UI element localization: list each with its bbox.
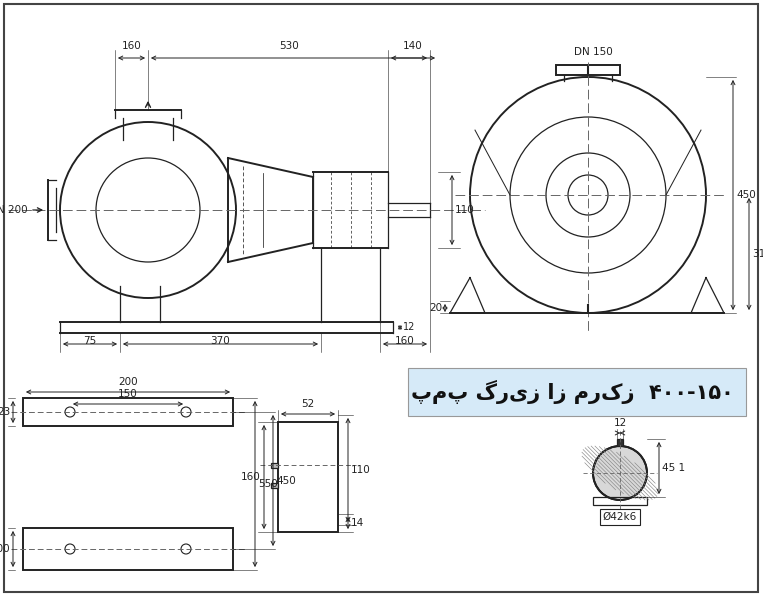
- Text: 530: 530: [279, 41, 299, 51]
- Bar: [271, 483, 278, 488]
- FancyBboxPatch shape: [408, 368, 746, 416]
- Text: 200: 200: [118, 377, 138, 387]
- Text: DN 200: DN 200: [0, 205, 28, 215]
- Text: 315: 315: [752, 249, 763, 259]
- Circle shape: [593, 446, 647, 500]
- Text: DN 150: DN 150: [574, 47, 613, 57]
- Text: پمپ گریز از مرکز  ۴۰۰-۱۵۰: پمپ گریز از مرکز ۴۰۰-۱۵۰: [411, 380, 734, 404]
- Text: 550: 550: [258, 479, 278, 489]
- Text: 160: 160: [395, 336, 415, 346]
- Bar: [23, 528, 233, 570]
- Text: 160: 160: [241, 472, 261, 482]
- Text: 370: 370: [211, 336, 230, 346]
- Text: 110: 110: [351, 465, 371, 475]
- Text: 23: 23: [0, 407, 10, 417]
- Text: 52: 52: [301, 399, 314, 409]
- Text: 140: 140: [403, 41, 423, 51]
- Bar: [556, 65, 620, 75]
- Bar: [593, 497, 647, 505]
- Bar: [271, 462, 278, 467]
- Text: 450: 450: [276, 476, 296, 486]
- Bar: [278, 422, 338, 532]
- Text: 75: 75: [83, 336, 97, 346]
- Bar: [23, 398, 233, 426]
- Text: 450: 450: [736, 190, 755, 200]
- Bar: [617, 439, 623, 446]
- Text: Ø42k6: Ø42k6: [603, 512, 637, 522]
- Text: 14: 14: [351, 518, 364, 528]
- Text: 160: 160: [121, 41, 141, 51]
- Text: 20: 20: [429, 303, 442, 313]
- Text: 12: 12: [613, 418, 626, 428]
- Text: 12: 12: [403, 322, 415, 333]
- Text: 45 1: 45 1: [662, 463, 685, 473]
- Text: 150: 150: [118, 389, 138, 399]
- Text: 110: 110: [455, 205, 475, 215]
- Text: 100: 100: [0, 544, 10, 554]
